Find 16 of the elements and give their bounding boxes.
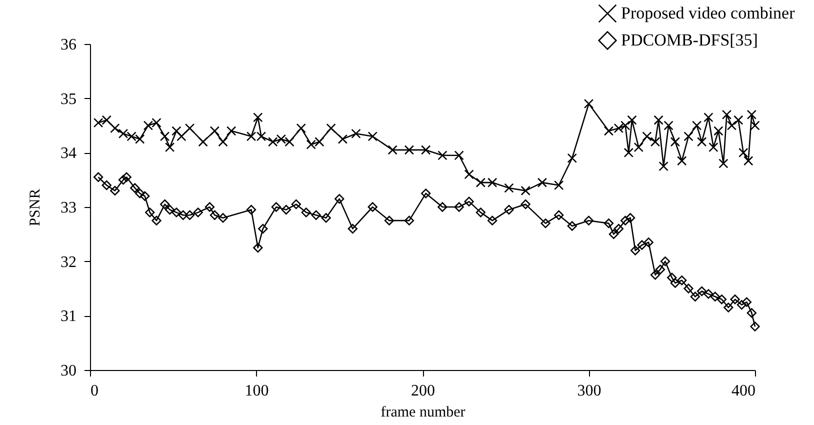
y-tick-label: 31 — [60, 308, 76, 326]
x-tick-label: 300 — [577, 382, 602, 400]
y-tick-label: 36 — [60, 36, 76, 54]
y-tick-label: 34 — [60, 145, 76, 162]
y-tick-label: 35 — [60, 90, 76, 108]
y-axis-title: PSNR — [28, 188, 44, 226]
legend-label: PDCOMB-DFS[35] — [621, 30, 758, 50]
y-tick-label: 33 — [60, 200, 76, 216]
x-tick-label: 200 — [411, 382, 435, 400]
x-axis-title: frame number — [380, 404, 466, 420]
x-tick-label: 100 — [244, 382, 269, 400]
y-tick-label: 32 — [60, 254, 76, 271]
legend-label: Proposed video combiner — [621, 4, 796, 22]
x-tick-label: 0 — [90, 382, 98, 400]
y-tick-label: 30 — [60, 362, 76, 380]
x-tick-label: 400 — [732, 382, 756, 400]
